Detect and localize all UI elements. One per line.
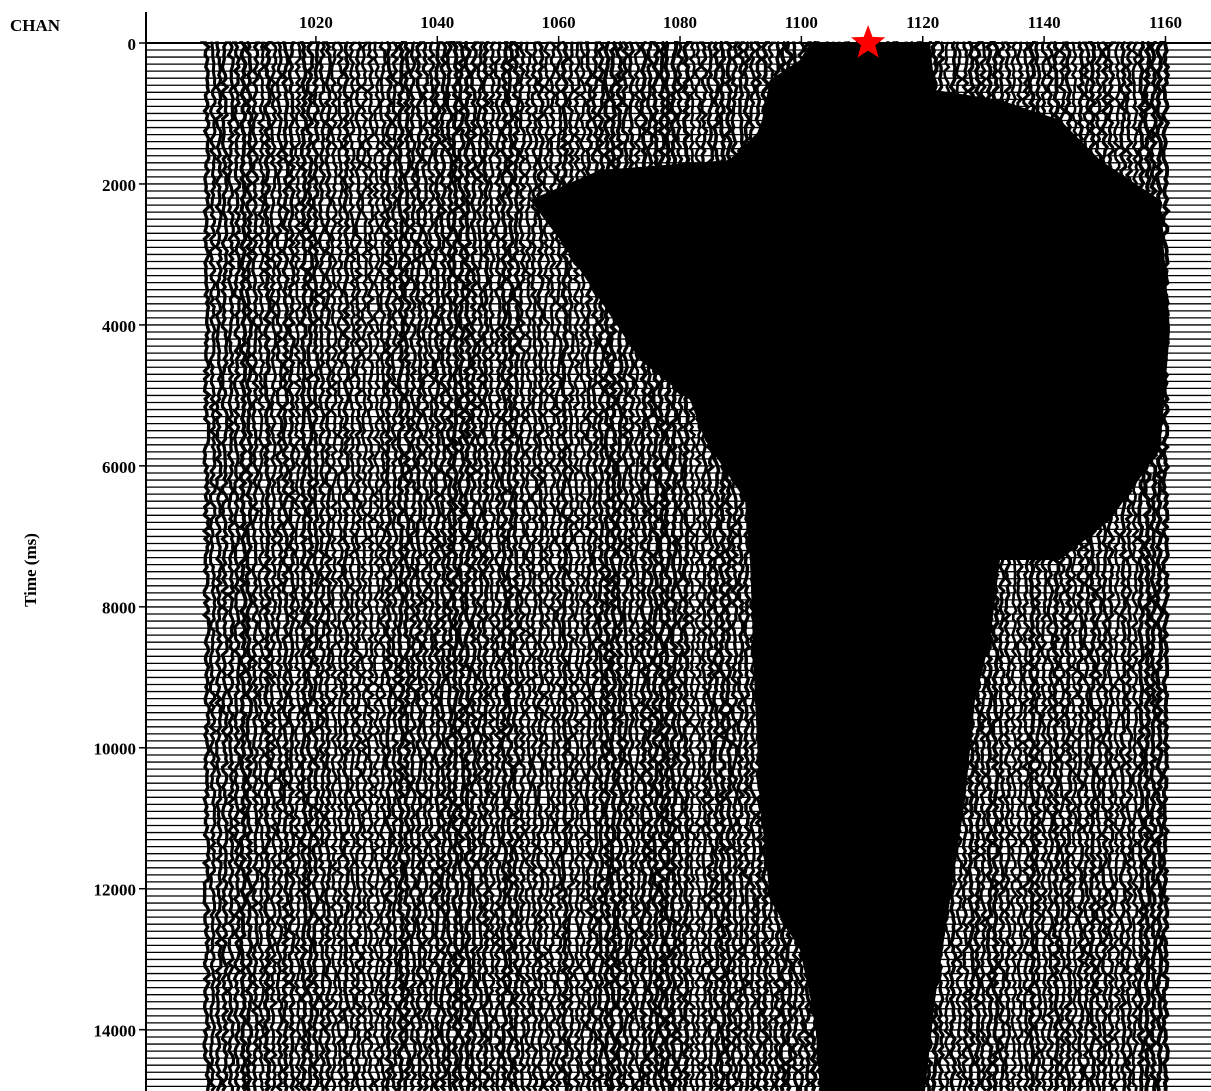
plot-area <box>146 41 1211 1091</box>
trace <box>286 41 297 1091</box>
trace <box>244 41 254 1091</box>
x-tick-label: 1060 <box>542 13 576 32</box>
trace <box>524 41 533 1091</box>
trace <box>475 41 485 1091</box>
trace <box>226 41 236 1091</box>
trace <box>1160 41 1171 1091</box>
trace <box>304 41 316 1091</box>
trace <box>329 41 339 1091</box>
trace <box>535 41 545 1091</box>
trace <box>220 41 230 1091</box>
trace <box>498 41 510 1091</box>
source-star <box>851 25 886 58</box>
trace <box>347 41 357 1091</box>
trace <box>432 41 443 1091</box>
trace <box>383 41 394 1091</box>
y-tick-label: 10000 <box>94 740 137 759</box>
x-tick-label: 1040 <box>420 13 454 32</box>
trace <box>480 41 491 1091</box>
trace <box>448 41 461 1091</box>
trace <box>237 41 248 1091</box>
y-tick-label: 2000 <box>102 176 136 195</box>
y-axis-label: Time (ms) <box>21 533 40 607</box>
x-tick-label: 1080 <box>663 13 697 32</box>
trace <box>268 41 278 1091</box>
trace <box>199 41 212 1091</box>
trace <box>420 41 430 1091</box>
y-tick-label: 6000 <box>102 458 136 477</box>
trace <box>311 41 321 1091</box>
trace <box>468 41 480 1091</box>
x-tick-label: 1140 <box>1028 13 1061 32</box>
y-tick-label: 8000 <box>102 599 136 618</box>
trace <box>462 41 473 1091</box>
trace <box>438 41 449 1091</box>
trace <box>378 41 388 1091</box>
x-axis-label: CHAN <box>10 16 61 35</box>
trace <box>293 41 303 1091</box>
trace <box>231 41 242 1091</box>
trace <box>509 41 521 1091</box>
trace <box>408 41 418 1091</box>
x-tick-label: 1100 <box>785 13 818 32</box>
trace <box>395 41 407 1091</box>
trace <box>335 41 345 1091</box>
trace <box>493 41 503 1091</box>
trace <box>353 41 364 1091</box>
x-tick-label: 1120 <box>906 13 939 32</box>
trace <box>426 41 436 1091</box>
trace <box>487 41 497 1091</box>
y-tick-label: 14000 <box>94 1022 137 1041</box>
y-tick-label: 4000 <box>102 317 136 336</box>
trace <box>317 41 327 1091</box>
trace <box>274 41 285 1091</box>
trace <box>390 41 400 1091</box>
trace <box>256 41 266 1091</box>
trace <box>250 41 261 1091</box>
trace <box>414 41 425 1091</box>
y-tick-label: 12000 <box>94 881 137 900</box>
trace <box>208 41 218 1091</box>
trace <box>366 41 376 1091</box>
trace <box>505 41 516 1091</box>
trace <box>262 41 273 1091</box>
trace <box>359 41 370 1091</box>
trace <box>298 41 309 1091</box>
x-tick-label: 1160 <box>1149 13 1182 32</box>
y-tick-label: 0 <box>128 35 137 54</box>
x-tick-label: 1020 <box>299 13 333 32</box>
trace <box>455 41 467 1091</box>
trace <box>341 41 352 1091</box>
trace <box>529 41 539 1091</box>
trace <box>372 41 381 1091</box>
trace <box>280 41 291 1091</box>
trace <box>444 41 455 1091</box>
trace <box>517 41 527 1091</box>
high-amplitude-zone <box>530 43 1170 1091</box>
trace <box>323 41 333 1091</box>
trace <box>401 41 412 1091</box>
trace <box>213 41 224 1091</box>
